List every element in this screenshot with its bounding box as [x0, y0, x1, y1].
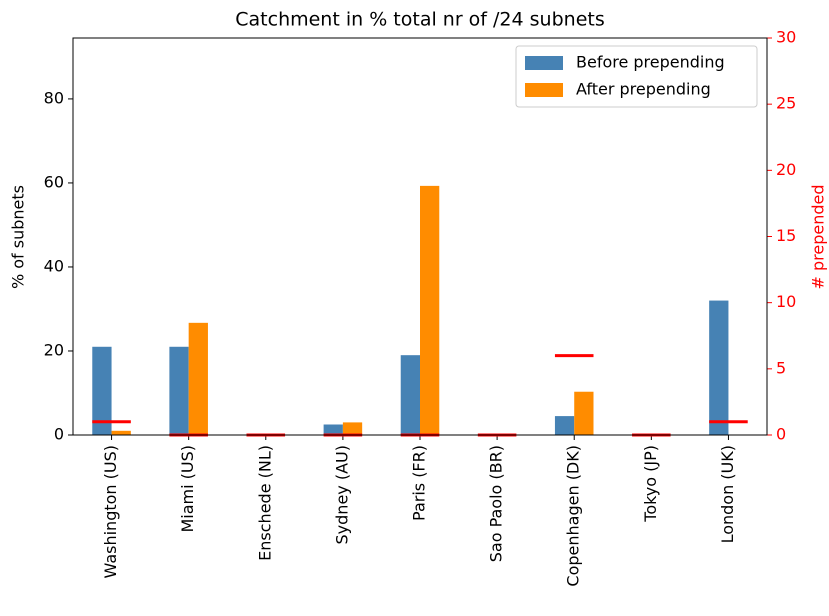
chart-title: Catchment in % total nr of /24 subnets: [235, 9, 604, 31]
y-tick-label: 80: [44, 88, 64, 107]
x-tick-label: Enschede (NL): [255, 445, 274, 561]
x-tick-label: Tokyo (JP): [641, 445, 660, 523]
bar: [574, 391, 594, 435]
y2-axis-label: # prepended: [809, 184, 828, 289]
legend-swatch: [525, 83, 563, 97]
y-tick-label: 20: [44, 340, 64, 359]
y2-tick-label: 5: [776, 358, 786, 377]
bar: [400, 355, 420, 435]
x-tick-label: Sao Paolo (BR): [487, 445, 506, 562]
bar: [188, 322, 208, 435]
bar: [554, 416, 575, 435]
y2-tick-label: 10: [776, 292, 796, 311]
legend-label: After prepending: [576, 80, 711, 99]
x-tick-label: Miami (US): [178, 445, 197, 533]
y-tick-label: 0: [54, 425, 64, 444]
bar: [342, 422, 363, 435]
y-tick-label: 60: [44, 172, 64, 191]
legend-box: [515, 45, 758, 108]
y2-tick-label: 15: [776, 226, 796, 245]
bar: [92, 346, 112, 435]
y2-tick-label: 30: [776, 28, 796, 47]
x-tick-label: Sydney (AU): [332, 445, 351, 544]
y2-tick-label: 25: [776, 94, 796, 113]
y2-tick-label: 20: [776, 160, 796, 179]
plot-frame: [72, 37, 768, 436]
bar: [169, 346, 189, 435]
bar: [111, 430, 131, 435]
x-tick-label: Washington (US): [101, 445, 120, 578]
bar: [323, 424, 343, 435]
x-tick-label: Copenhagen (DK): [564, 445, 583, 587]
y2-tick-label: 0: [776, 425, 786, 444]
legend-label: Before prepending: [576, 53, 725, 72]
bar: [420, 185, 440, 435]
x-tick-label: London (UK): [718, 445, 737, 543]
y-axis-label: % of subnets: [9, 185, 28, 289]
x-tick-label: Paris (FR): [410, 445, 429, 521]
legend-swatch: [525, 56, 563, 70]
bar: [709, 300, 729, 435]
y-tick-label: 40: [44, 256, 64, 275]
